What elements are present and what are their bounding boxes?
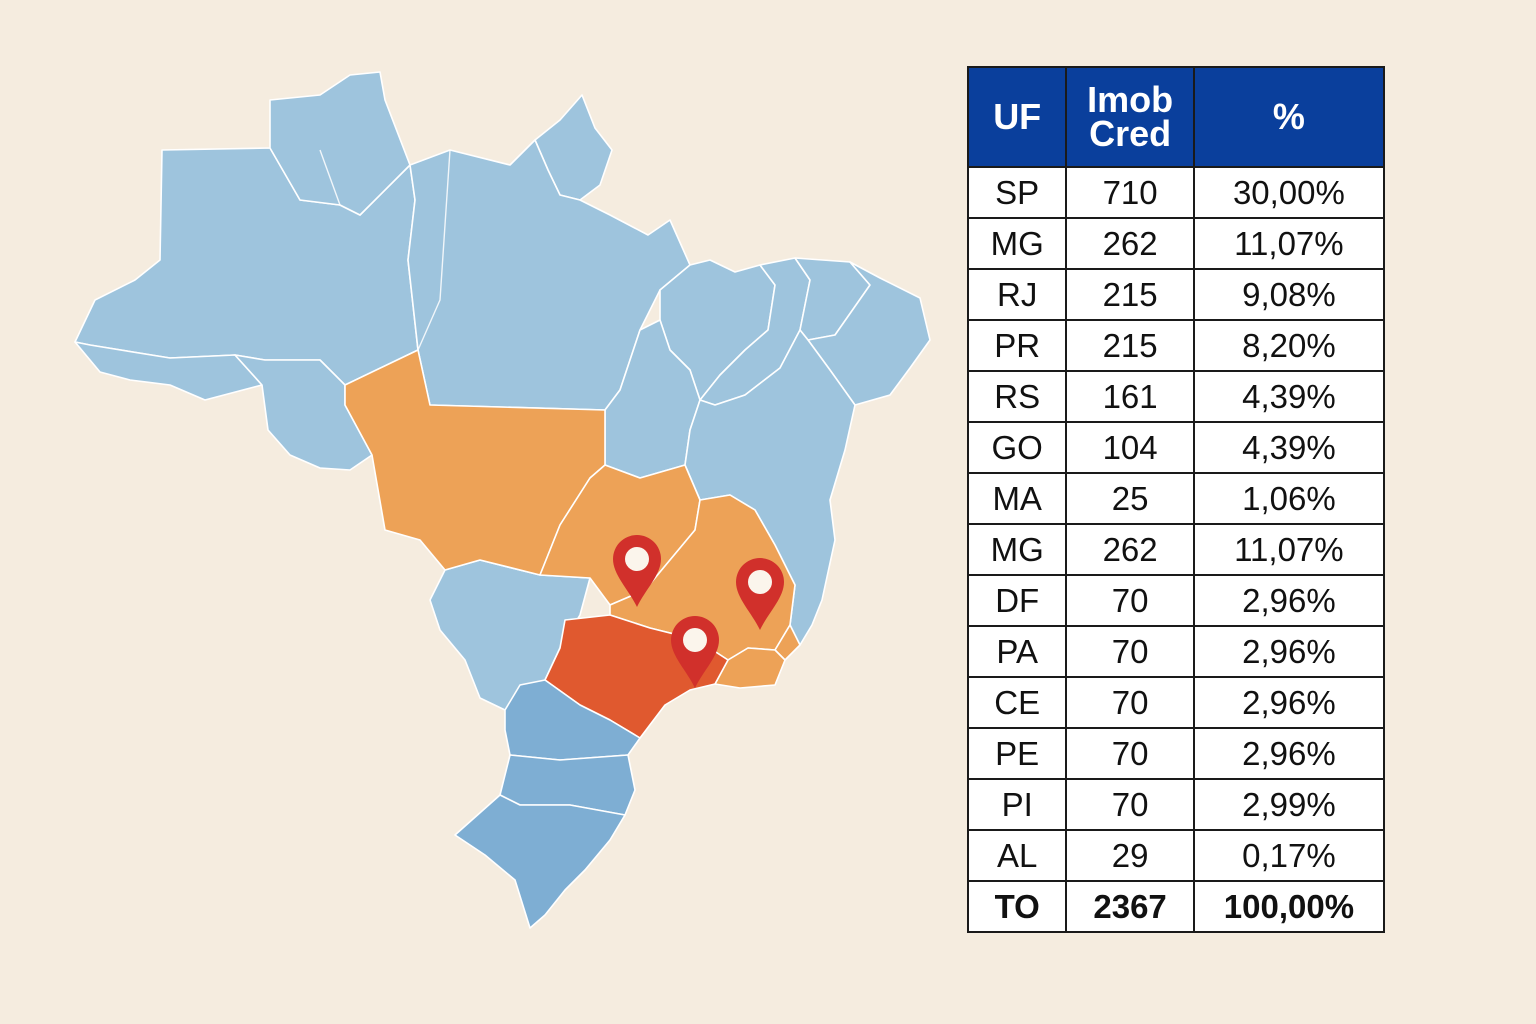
table-body: SP 710 30,00% MG 262 11,07% RJ 215 9,08% PR 215 8,2… — [966, 166, 1386, 933]
state-parana[interactable] — [504, 679, 641, 761]
cell-count: 70 — [1065, 778, 1195, 831]
cell-percent: 9,08% — [1192, 268, 1386, 321]
cell-percent: 8,20% — [1192, 319, 1386, 372]
cell-percent: 4,39% — [1192, 421, 1386, 474]
cell-count: 25 — [1065, 472, 1195, 525]
table-header-row: UF Imob Cred % — [966, 66, 1386, 168]
cell-percent: 2,96% — [1192, 676, 1386, 729]
header-percent: % — [1192, 66, 1386, 168]
cell-percent: 0,17% — [1192, 829, 1386, 882]
cell-count: 215 — [1065, 268, 1195, 321]
cell-count: 70 — [1065, 676, 1195, 729]
cell-uf: RS — [966, 370, 1068, 423]
header-count: Imob Cred — [1065, 66, 1195, 168]
cell-percent: 30,00% — [1192, 166, 1386, 219]
brazil-map — [74, 71, 931, 929]
state-acre[interactable] — [74, 341, 263, 401]
cell-uf: RJ — [966, 268, 1068, 321]
cell-uf: PA — [966, 625, 1068, 678]
table-row: MG 262 11,07% — [966, 217, 1386, 270]
map-pin-icon[interactable] — [671, 616, 719, 688]
state-rio-grande-do-sul[interactable] — [454, 794, 626, 929]
map-internal-border — [319, 149, 341, 206]
map-pin-icon[interactable] — [613, 535, 661, 607]
cell-count: 215 — [1065, 319, 1195, 372]
cell-uf: MG — [966, 523, 1068, 576]
cell-uf: MG — [966, 217, 1068, 270]
table-row: PE 70 2,96% — [966, 727, 1386, 780]
cell-percent: 1,06% — [1192, 472, 1386, 525]
cell-count: 161 — [1065, 370, 1195, 423]
cell-uf: DF — [966, 574, 1068, 627]
table-row: MA 25 1,06% — [966, 472, 1386, 525]
cell-uf: PE — [966, 727, 1068, 780]
cell-uf: PR — [966, 319, 1068, 372]
cell-count: 2367 — [1065, 880, 1195, 933]
cell-count: 262 — [1065, 523, 1195, 576]
cell-count: 70 — [1065, 625, 1195, 678]
cell-count: 710 — [1065, 166, 1195, 219]
header-uf: UF — [966, 66, 1068, 168]
table-row: AL 29 0,17% — [966, 829, 1386, 882]
cell-percent: 2,96% — [1192, 625, 1386, 678]
map-internal-border — [417, 149, 451, 351]
table-row: PA 70 2,96% — [966, 625, 1386, 678]
cell-uf: TO — [966, 880, 1068, 933]
table-row: RJ 215 9,08% — [966, 268, 1386, 321]
cell-percent: 2,96% — [1192, 727, 1386, 780]
cell-percent: 2,99% — [1192, 778, 1386, 831]
cell-uf: CE — [966, 676, 1068, 729]
cell-count: 70 — [1065, 574, 1195, 627]
cell-percent: 100,00% — [1192, 880, 1386, 933]
cell-count: 29 — [1065, 829, 1195, 882]
table-row: DF 70 2,96% — [966, 574, 1386, 627]
cell-count: 262 — [1065, 217, 1195, 270]
data-table: UF Imob Cred % SP 710 30,00% MG 262 11,07% RJ 2… — [966, 66, 1386, 933]
cell-uf: GO — [966, 421, 1068, 474]
table-row: CE 70 2,96% — [966, 676, 1386, 729]
cell-percent: 2,96% — [1192, 574, 1386, 627]
cell-uf: SP — [966, 166, 1068, 219]
cell-percent: 4,39% — [1192, 370, 1386, 423]
cell-percent: 11,07% — [1192, 217, 1386, 270]
table-row: RS 161 4,39% — [966, 370, 1386, 423]
map-markers — [613, 535, 784, 688]
table-row: GO 104 4,39% — [966, 421, 1386, 474]
table-row: MG 262 11,07% — [966, 523, 1386, 576]
map-pin-icon[interactable] — [736, 558, 784, 630]
cell-count: 70 — [1065, 727, 1195, 780]
cell-percent: 11,07% — [1192, 523, 1386, 576]
table-row: PI 70 2,99% — [966, 778, 1386, 831]
header-count-line1: Imob — [1087, 79, 1174, 120]
state-rio-de-janeiro[interactable] — [714, 647, 786, 689]
cell-uf: AL — [966, 829, 1068, 882]
header-count-line2: Cred — [1089, 113, 1172, 154]
table-row: SP 710 30,00% — [966, 166, 1386, 219]
table-row: PR 215 8,20% — [966, 319, 1386, 372]
state-ne-coast[interactable] — [807, 261, 931, 406]
table-total-row: TO 2367 100,00% — [966, 880, 1386, 933]
cell-uf: PI — [966, 778, 1068, 831]
cell-uf: MA — [966, 472, 1068, 525]
cell-count: 104 — [1065, 421, 1195, 474]
